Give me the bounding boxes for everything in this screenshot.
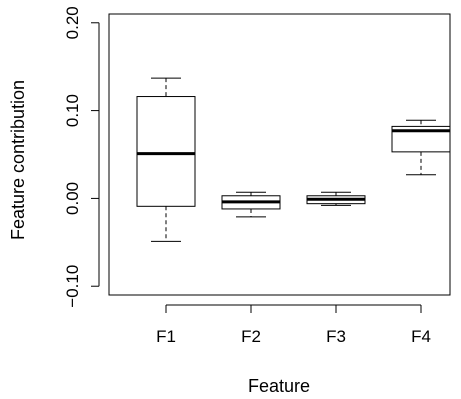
boxes (136, 77, 451, 242)
x-tick-label: F2 (241, 327, 261, 346)
x-tick-label: F3 (326, 327, 346, 346)
box-f2 (221, 191, 281, 218)
y-tick-label: 0.00 (63, 182, 82, 215)
y-axis: −0.10 0.00 0.10 0.20 (63, 6, 100, 308)
x-tick-label: F1 (156, 327, 176, 346)
box-f1 (136, 77, 196, 242)
iqr-box (136, 96, 196, 207)
box-f3 (306, 191, 366, 206)
plot-frame (108, 13, 451, 296)
box-f4 (391, 119, 451, 176)
x-axis-label: Feature (248, 376, 310, 396)
y-tick-label: −0.10 (63, 265, 82, 308)
x-tick-label: F4 (411, 327, 431, 346)
y-axis-label: Feature contribution (8, 80, 28, 240)
x-axis: F1 F2 F3 F4 (156, 304, 431, 346)
y-tick-label: 0.20 (63, 6, 82, 39)
y-tick-label: 0.10 (63, 94, 82, 127)
